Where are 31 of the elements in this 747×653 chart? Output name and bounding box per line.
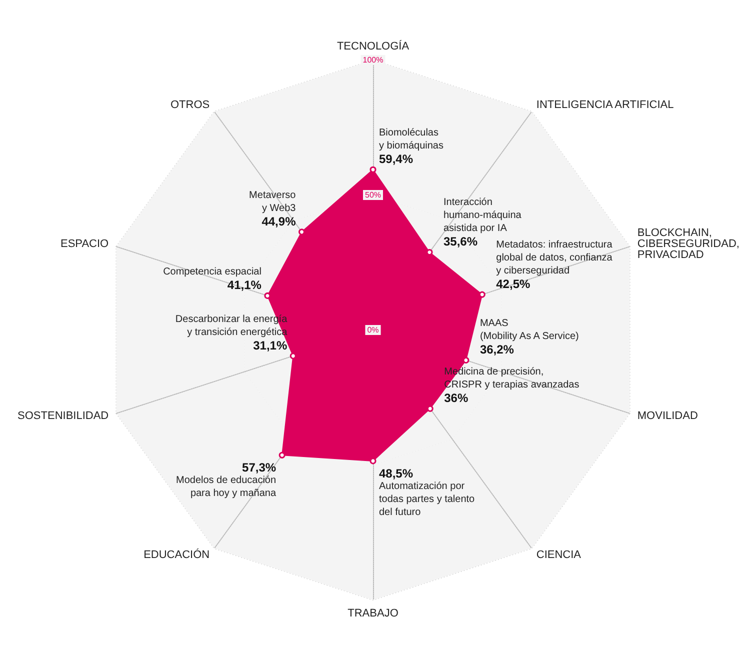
text: 41,1% (227, 278, 262, 292)
y-tick-label: 0% (367, 326, 379, 334)
spoke-label: ESPACIO (60, 238, 110, 250)
y-tick-label: 100% (362, 56, 384, 64)
text: Competencia espacial (163, 266, 262, 278)
spoke-label: INTELIGENCIA ARTIFICIAL (536, 99, 674, 112)
text: 48,5% (379, 466, 414, 480)
text: 36,2% (480, 342, 514, 357)
spoke-label: OTROS (170, 99, 210, 112)
text: 35,6% (444, 234, 478, 249)
text: Automatización por todas partes y talento del futuro (379, 480, 475, 518)
text: Metaverso y Web3 (249, 190, 296, 214)
spoke-label: TECNOLOGÍA (336, 40, 410, 52)
text: 57,3% (242, 460, 276, 475)
text: Metadatos: infraestructura global de datos, confianza y ciberseguridad (496, 240, 612, 277)
text: 36% (444, 391, 468, 406)
text: Biomoléculas y biomáquinas (379, 128, 444, 152)
spoke-label: MOVILIDAD (637, 410, 698, 422)
y-tick-label: 50% (364, 190, 382, 200)
text: 44,9% (262, 214, 296, 228)
spoke-label: CIENCIA (536, 548, 582, 561)
spoke-label: BLOCKCHAIN, CIBERSEGURIDAD, PRIVACIDAD (637, 227, 740, 262)
text: Modelos de educación para hoy y mañana (176, 475, 276, 500)
text: Interacción humano-máquina asistida por IA (444, 197, 522, 234)
spoke-label: TRABAJO (348, 608, 399, 620)
text: 59,4% (379, 152, 414, 166)
spoke-label: EDUCACIÓN (144, 548, 210, 561)
text: 42,5% (496, 277, 530, 292)
spoke-label: SOSTENIBILIDAD (18, 410, 109, 422)
text: MAAS (Mobility As A Service) (480, 318, 579, 342)
text: 31,1% (253, 338, 288, 352)
